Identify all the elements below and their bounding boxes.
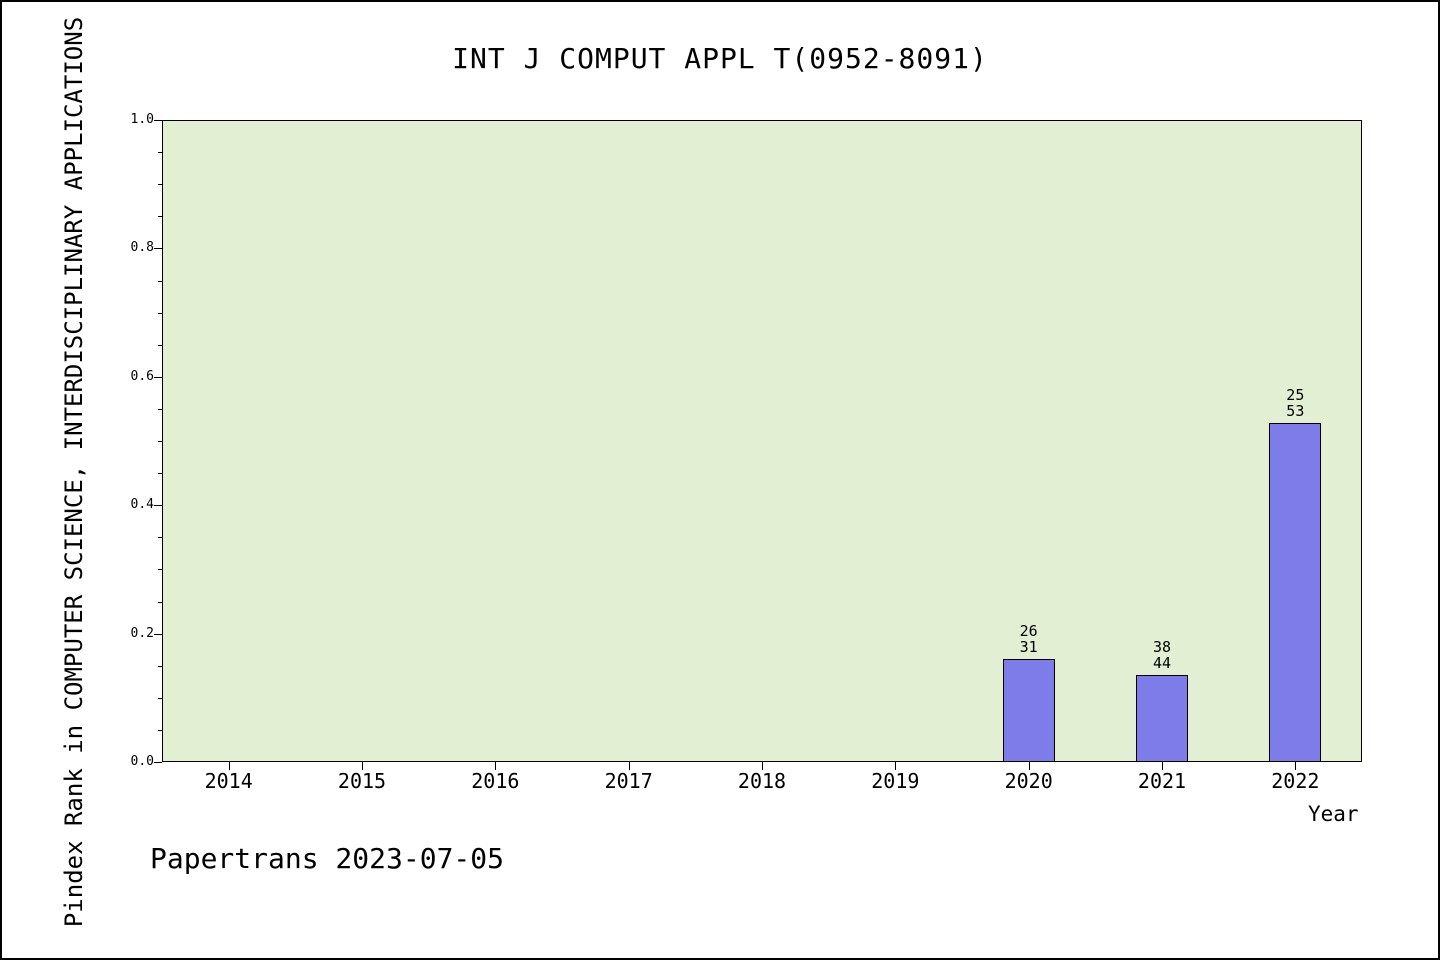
x-tick-major: [1028, 762, 1030, 770]
x-tick-label: 2020: [1004, 769, 1053, 793]
y-tick-minor: [158, 441, 162, 442]
chart-title: INT J COMPUT APPL T(0952-8091): [452, 42, 988, 75]
y-tick-major: [154, 505, 162, 507]
y-tick-minor: [158, 729, 162, 731]
y-tick-minor: [158, 473, 162, 475]
x-tick-major: [228, 762, 230, 770]
y-tick-minor: [158, 537, 162, 539]
y-tick-minor: [158, 408, 162, 410]
x-tick-label: 2021: [1137, 769, 1187, 793]
x-tick-major: [1295, 762, 1297, 770]
bar-value-line: 26: [1019, 621, 1038, 640]
bar-2020: [1002, 658, 1055, 762]
watermark-text: Papertrans 2023-07-05: [150, 842, 505, 875]
y-tick-major: [154, 633, 162, 635]
bar-value-label: 25 53: [1286, 387, 1304, 419]
bar-value-line: 38: [1152, 637, 1172, 656]
bar-value-line: 53: [1286, 402, 1305, 421]
y-tick-minor: [158, 312, 162, 314]
x-tick-major: [495, 762, 497, 770]
y-tick-minor: [158, 569, 162, 571]
x-tick-label: 2017: [604, 769, 653, 793]
x-tick-label: 2022: [1271, 769, 1320, 793]
y-tick-minor: [158, 184, 162, 186]
y-tick-major: [154, 120, 162, 121]
y-tick-label: 0.6: [130, 368, 154, 384]
x-axis-label: Year: [1308, 802, 1359, 826]
x-tick-label: 2018: [737, 769, 787, 793]
y-tick-minor: [158, 665, 162, 667]
x-tick-major: [1162, 762, 1163, 770]
x-tick-major: [895, 762, 897, 770]
y-tick-label: 0.0: [130, 754, 154, 769]
x-tick-major: [362, 762, 363, 770]
y-tick-label: 1.0: [130, 112, 154, 127]
bar-2022: [1269, 423, 1322, 762]
y-tick-minor: [158, 601, 162, 603]
x-tick-label: 2019: [871, 769, 920, 793]
y-tick-major: [154, 762, 162, 763]
y-tick-major: [154, 376, 162, 378]
x-tick-label: 2014: [204, 769, 253, 793]
bar-value-line: 44: [1152, 653, 1172, 672]
x-tick-label: 2015: [337, 769, 387, 793]
bar-2021: [1136, 674, 1188, 762]
y-tick-minor: [158, 344, 162, 346]
x-tick-label: 2016: [471, 769, 520, 793]
y-tick-major: [154, 248, 162, 250]
y-tick-label: 0.2: [130, 625, 154, 641]
x-tick-major: [628, 762, 630, 770]
y-tick-label: 0.4: [130, 497, 154, 513]
y-tick-minor: [158, 152, 162, 154]
plot-area: [162, 120, 1362, 762]
y-tick-minor: [158, 280, 162, 282]
bar-value-line: 25: [1286, 386, 1305, 405]
y-tick-label: 0.8: [130, 240, 154, 256]
bar-value-label: 26 31: [1020, 623, 1038, 655]
y-tick-minor: [158, 216, 162, 218]
x-tick-major: [762, 762, 763, 770]
bar-value-label: 38 44: [1153, 639, 1171, 671]
y-axis-label: Pindex Rank in COMPUTER SCIENCE, INTERDI…: [60, 16, 88, 928]
y-tick-minor: [158, 697, 162, 699]
bar-value-line: 31: [1019, 637, 1038, 656]
